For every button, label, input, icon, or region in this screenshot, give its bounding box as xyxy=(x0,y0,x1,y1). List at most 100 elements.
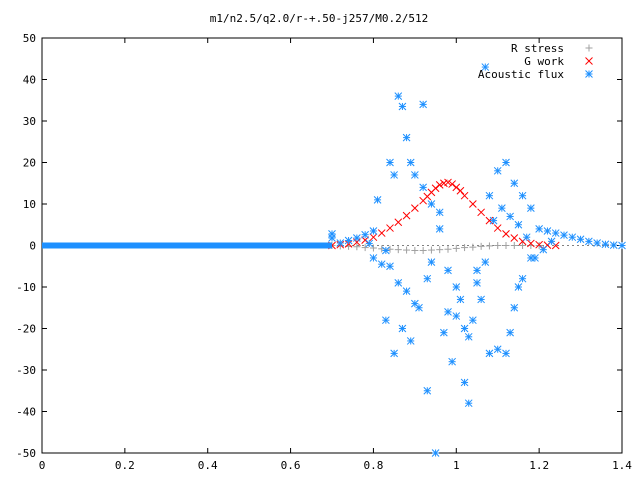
data-point xyxy=(390,171,398,179)
data-point xyxy=(377,229,386,237)
data-point xyxy=(394,278,403,287)
data-point xyxy=(502,242,510,249)
data-point xyxy=(344,236,353,245)
data-point xyxy=(609,241,618,249)
x-tick-label: 0.6 xyxy=(281,459,301,472)
data-point xyxy=(461,244,469,252)
data-point xyxy=(431,184,440,193)
data-point xyxy=(390,349,398,358)
data-point xyxy=(431,449,440,457)
data-point xyxy=(518,191,527,200)
data-point xyxy=(403,246,411,254)
data-point xyxy=(514,283,523,291)
data-point xyxy=(477,242,485,250)
data-point xyxy=(369,233,378,242)
data-point xyxy=(618,241,626,250)
y-tick-label: -20 xyxy=(16,323,36,336)
data-point xyxy=(464,399,473,408)
data-point xyxy=(361,244,369,252)
data-point xyxy=(386,262,394,271)
data-point xyxy=(460,378,469,387)
data-point xyxy=(398,102,407,111)
legend-marker-0 xyxy=(585,44,593,52)
data-point xyxy=(601,240,610,249)
data-point xyxy=(369,227,378,235)
baseline-band xyxy=(42,242,332,249)
data-point xyxy=(460,191,469,200)
data-point xyxy=(493,224,502,232)
legend-label-g-work: G work xyxy=(524,55,564,68)
data-point xyxy=(456,186,465,195)
data-point xyxy=(527,239,535,248)
y-tick-label: 30 xyxy=(23,115,36,128)
data-point xyxy=(353,234,361,242)
data-point xyxy=(493,345,502,354)
data-point xyxy=(427,200,436,208)
data-point xyxy=(336,239,345,247)
data-point xyxy=(411,246,419,254)
series-2 xyxy=(328,63,626,457)
data-point xyxy=(481,258,490,266)
data-point xyxy=(419,246,427,254)
legend-label-r-stress: R stress xyxy=(511,42,564,55)
data-point xyxy=(427,246,435,254)
data-point xyxy=(535,240,543,249)
data-point xyxy=(419,183,427,192)
x-tick-label: 0.8 xyxy=(363,459,383,472)
y-tick-label: -40 xyxy=(16,406,36,419)
data-point xyxy=(440,328,448,337)
data-point xyxy=(361,230,369,239)
data-point xyxy=(593,239,601,247)
data-point xyxy=(510,179,519,188)
data-point xyxy=(514,220,523,229)
data-point xyxy=(473,266,481,275)
data-point xyxy=(377,260,386,269)
data-point xyxy=(369,254,378,262)
data-point xyxy=(444,245,452,253)
data-point xyxy=(423,274,432,283)
data-point xyxy=(494,242,502,249)
data-point xyxy=(452,183,461,192)
data-point xyxy=(386,158,394,167)
data-point xyxy=(510,303,519,312)
data-point xyxy=(423,386,432,395)
data-point xyxy=(373,195,382,204)
data-point xyxy=(394,246,402,254)
x-tick-label: 0 xyxy=(39,459,46,472)
data-point xyxy=(506,212,514,221)
data-point xyxy=(539,245,548,254)
data-point xyxy=(448,180,456,188)
data-point xyxy=(460,324,469,333)
data-point xyxy=(328,234,336,242)
x-tick-label: 1.2 xyxy=(529,459,549,472)
data-point xyxy=(382,316,390,325)
data-point xyxy=(506,328,514,337)
data-point xyxy=(585,237,593,246)
data-point xyxy=(394,218,403,227)
data-point xyxy=(535,242,543,249)
x-tick-label: 0.4 xyxy=(198,459,218,472)
data-point xyxy=(411,204,419,213)
y-tick-label: -50 xyxy=(16,447,36,460)
data-point xyxy=(464,332,473,341)
data-point xyxy=(444,266,452,275)
data-point xyxy=(502,158,510,167)
data-point xyxy=(502,349,510,358)
data-point xyxy=(543,227,552,235)
data-point xyxy=(485,349,494,358)
data-point xyxy=(382,246,390,255)
data-point xyxy=(489,216,498,225)
data-point xyxy=(510,234,519,242)
data-point xyxy=(361,236,369,244)
data-point xyxy=(402,287,411,296)
series-layer xyxy=(42,63,626,457)
series-1 xyxy=(328,178,560,250)
data-point xyxy=(402,133,411,142)
data-point xyxy=(452,312,461,320)
data-point xyxy=(518,274,527,283)
data-point xyxy=(527,204,535,213)
data-point xyxy=(435,225,444,233)
data-point xyxy=(448,357,456,366)
data-point xyxy=(493,166,502,175)
